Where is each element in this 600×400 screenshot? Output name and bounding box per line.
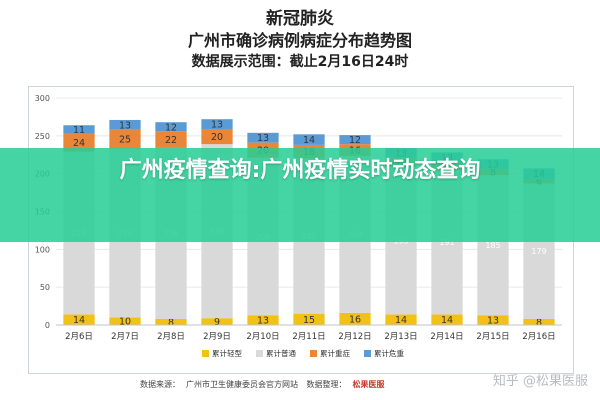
x-tick-label: 2月12日 [338, 332, 371, 342]
bar-segment [109, 317, 141, 325]
bar-segment [201, 318, 233, 325]
bar-segment [523, 318, 555, 325]
org-value: 松果医服 [352, 380, 385, 389]
x-tick-label: 2月15日 [476, 332, 509, 342]
bar-segment [109, 119, 141, 130]
bar-segment [155, 122, 187, 132]
data-label: 185 [485, 241, 500, 250]
bar-segment [201, 129, 233, 145]
bar-segment [63, 314, 95, 325]
bar-segment [385, 314, 417, 325]
bar-segment [293, 313, 325, 325]
bar-segment [431, 314, 463, 325]
bar-segment [63, 125, 95, 134]
footer: 数据来源： 广州市卫生健康委员会官方网站 数据整理： 松果医服 [140, 379, 391, 390]
chart-titles: 新冠肺炎 广州市确诊病例病症分布趋势图 数据展示范围：截止2月16日24时 [0, 8, 600, 72]
source-label: 数据来源： [140, 380, 180, 389]
data-label: 13 [257, 316, 269, 327]
y-tick-label: 50 [40, 283, 50, 292]
bar-segment [339, 312, 371, 325]
bar-segment [63, 133, 95, 152]
bar-segment [477, 315, 509, 325]
data-label: 15 [303, 315, 315, 326]
y-tick-label: 250 [35, 132, 50, 141]
x-tick-label: 2月16日 [522, 332, 555, 342]
data-label: 13 [487, 316, 499, 327]
legend-swatch [310, 350, 317, 357]
data-label: 14 [73, 315, 85, 326]
x-tick-label: 2月6日 [65, 332, 93, 342]
legend-label: 累计重症 [320, 348, 350, 358]
bar-segment [201, 119, 233, 130]
watermark: 知乎 @松果医服 [492, 374, 588, 389]
data-label: 16 [349, 314, 361, 325]
data-label: 12 [349, 135, 361, 146]
x-tick-label: 2月7日 [111, 332, 139, 342]
y-tick-label: 100 [35, 245, 50, 254]
data-label: 22 [165, 135, 177, 146]
legend-swatch [364, 350, 371, 357]
bar-segment [339, 135, 371, 145]
x-tick-label: 2月9日 [203, 332, 231, 342]
data-label: 10 [119, 317, 131, 328]
source-value: 广州市卫生健康委员会官方网站 [186, 380, 298, 389]
data-label: 8 [536, 317, 542, 328]
chart-subtitle: 广州市确诊病例病症分布趋势图 [187, 31, 412, 50]
data-label: 13 [257, 133, 269, 144]
bar-segment [155, 131, 187, 148]
data-label: 9 [214, 317, 220, 328]
bar-segment [155, 318, 187, 325]
legend-label: 累计危重 [374, 348, 404, 358]
data-label: 191 [439, 238, 454, 247]
legend-label: 累计普通 [266, 348, 296, 358]
bar-segment [247, 132, 279, 143]
data-label: 13 [119, 120, 131, 131]
y-tick-label: 0 [45, 321, 50, 330]
x-tick-label: 2月13日 [384, 332, 417, 342]
bar-segment [109, 129, 141, 149]
data-label: 179 [531, 247, 546, 256]
legend-swatch [202, 350, 209, 357]
data-label: 24 [73, 138, 85, 149]
x-tick-label: 2月10日 [246, 332, 279, 342]
overlay-banner: 广州疫情查询:广州疫情实时动态查询 [0, 148, 600, 242]
data-range: 数据展示范围：截止2月16日24时 [191, 54, 409, 70]
banner-text: 广州疫情查询:广州疫情实时动态查询 [119, 158, 481, 183]
data-label: 14 [441, 315, 453, 326]
bar-segment [247, 315, 279, 325]
legend-swatch [256, 350, 263, 357]
data-label: 20 [211, 132, 223, 143]
data-label: 25 [119, 135, 131, 146]
y-tick-label: 300 [35, 94, 50, 103]
data-label: 14 [395, 315, 407, 326]
x-tick-label: 2月8日 [157, 332, 185, 342]
data-label: 8 [168, 317, 174, 328]
x-tick-label: 2月11日 [292, 332, 325, 342]
chart-title: 新冠肺炎 [266, 9, 334, 29]
org-label: 数据整理： [306, 380, 347, 389]
x-tick-label: 2月14日 [430, 332, 463, 342]
data-label: 14 [303, 135, 315, 146]
legend-label: 累计轻型 [212, 348, 242, 358]
data-label: 13 [211, 120, 223, 131]
bar-segment [293, 134, 325, 145]
data-label: 12 [165, 122, 177, 133]
data-label: 11 [73, 125, 85, 136]
